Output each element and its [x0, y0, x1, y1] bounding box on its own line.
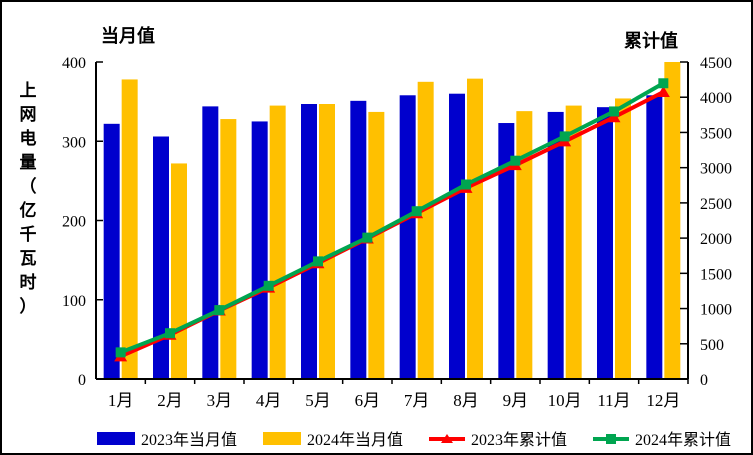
right-axis-tick-label: 0	[700, 372, 708, 389]
legend-label-2024-cumulative: 2024年累计值	[635, 432, 732, 449]
y-axis-label-char: 量	[19, 153, 37, 172]
x-axis-label: 2月	[157, 391, 183, 410]
x-axis-label: 7月	[404, 391, 430, 410]
right-axis-tick-label: 2000	[700, 231, 732, 248]
y-axis-label-char: ）	[19, 297, 37, 316]
bar-2024年当月值-8月	[467, 78, 483, 379]
legend-item-2024-cumulative: 2024年累计值	[593, 426, 731, 450]
bar-2024年当月值-6月	[368, 111, 385, 380]
marker-2024年累计值-7月	[411, 206, 422, 217]
bar-2024年当月值-1月	[121, 79, 138, 379]
legend-label-2023-monthly: 2023年当月值	[141, 432, 238, 449]
x-axis-label: 11月	[597, 391, 630, 410]
legend-swatch-2023-cumulative	[429, 432, 466, 445]
legend-swatch-2024-monthly	[263, 431, 302, 445]
bar-2023年当月值-11月	[597, 107, 613, 380]
y-axis-label-char: 上	[19, 81, 37, 100]
legend-item-2023-cumulative: 2023年累计值	[429, 426, 567, 450]
left-axis-tick-label: 300	[62, 134, 86, 151]
right-axis-tick-label: 1000	[700, 302, 732, 319]
y-axis-label-char: 千	[19, 225, 37, 244]
marker-2024年累计值-4月	[263, 280, 274, 291]
left-axis-tick-label: 200	[62, 214, 86, 231]
right-axis-tick-label: 2500	[700, 196, 732, 213]
legend-item-2023-monthly: 2023年当月值	[97, 426, 237, 450]
bar-2023年当月值-12月	[646, 95, 663, 379]
x-axis-label: 3月	[207, 391, 233, 410]
left-axis-tick-label: 400	[62, 55, 86, 72]
bar-2023年当月值-8月	[449, 93, 465, 379]
x-axis-label: 10月	[548, 391, 582, 410]
marker-2024年累计值-12月	[658, 78, 669, 89]
line-2024年累计值	[119, 81, 665, 355]
right-axis-tick-label: 4500	[700, 55, 732, 72]
marker-2024年累计值-11月	[609, 106, 619, 117]
bar-2024年当月值-5月	[319, 104, 335, 379]
legend-swatch-2023-monthly	[97, 431, 135, 445]
marker-2023年累计值-11月	[607, 111, 621, 123]
marker-2024年累计值-2月	[165, 328, 175, 339]
left-axis-tick-label: 100	[62, 293, 86, 310]
marker-2024年累计值-9月	[510, 155, 521, 166]
bar-2023年当月值-3月	[202, 106, 219, 379]
right-axis-tick-label: 1500	[700, 266, 732, 283]
legend-marker-triangle-icon	[441, 433, 454, 443]
right-axis-tick-label: 4000	[700, 90, 732, 107]
y-axis-label-char: 电	[19, 129, 37, 148]
bar-2024年当月值-11月	[615, 98, 631, 379]
x-axis-label: 4月	[256, 391, 282, 410]
legend-item-2024-monthly: 2024年当月值	[263, 426, 403, 450]
x-axis-label: 6月	[355, 391, 381, 410]
x-axis-label: 5月	[305, 391, 331, 410]
left-axis-tick-label: 0	[78, 372, 86, 389]
bar-2023年当月值-7月	[399, 95, 416, 379]
right-axis-tick-label: 3500	[700, 125, 732, 142]
marker-2024年累计值-8月	[461, 179, 471, 190]
y-axis-label-char: 网	[19, 105, 37, 124]
bar-2024年当月值-2月	[171, 163, 187, 379]
legend: 2023年当月值 2024年当月值 2023年累计值 2024年累计值	[97, 426, 731, 450]
bar-2023年当月值-9月	[498, 123, 515, 380]
marker-2024年累计值-5月	[313, 256, 323, 267]
legend-label-2023-cumulative: 2023年累计值	[471, 432, 568, 449]
y-axis-label-char: 时	[19, 273, 37, 292]
right-axis-title: 累计值	[624, 31, 678, 51]
y-axis-label: 上网电量 （ 亿千瓦时 ）	[15, 79, 41, 319]
bar-2023年当月值-5月	[301, 104, 317, 379]
bar-2023年当月值-1月	[103, 123, 120, 379]
y-axis-label-char: 瓦	[19, 249, 37, 268]
marker-2024年累计值-6月	[362, 232, 373, 243]
legend-label-2024-monthly: 2024年当月值	[307, 432, 404, 449]
left-axis-title: 当月值	[101, 26, 155, 46]
bar-2023年当月值-4月	[251, 121, 268, 379]
marker-2024年累计值-1月	[115, 347, 126, 358]
right-axis-tick-label: 500	[700, 337, 724, 354]
marker-2024年累计值-3月	[214, 305, 225, 316]
x-axis-label: 8月	[453, 391, 479, 410]
x-axis-label: 1月	[108, 391, 134, 410]
bar-2024年当月值-12月	[664, 62, 681, 379]
x-axis-label: 9月	[503, 391, 529, 410]
bar-2023年当月值-2月	[153, 136, 169, 379]
y-axis-label-char: 亿	[19, 201, 37, 220]
legend-swatch-2024-cumulative	[593, 432, 630, 445]
right-axis-tick-label: 3000	[700, 161, 732, 178]
legend-marker-square-icon	[606, 433, 617, 444]
bar-2024年当月值-4月	[269, 105, 286, 380]
y-axis-label-char: （	[19, 177, 37, 196]
bar-2024年当月值-7月	[417, 81, 434, 379]
bar-2023年当月值-10月	[547, 111, 564, 380]
bar-2024年当月值-3月	[220, 119, 237, 379]
marker-2023年累计值-12月	[656, 86, 670, 98]
bar-2024年当月值-9月	[516, 111, 533, 379]
bar-2024年当月值-10月	[565, 105, 582, 380]
x-axis-label: 12月	[646, 391, 680, 410]
marker-2024年累计值-10月	[559, 131, 570, 142]
